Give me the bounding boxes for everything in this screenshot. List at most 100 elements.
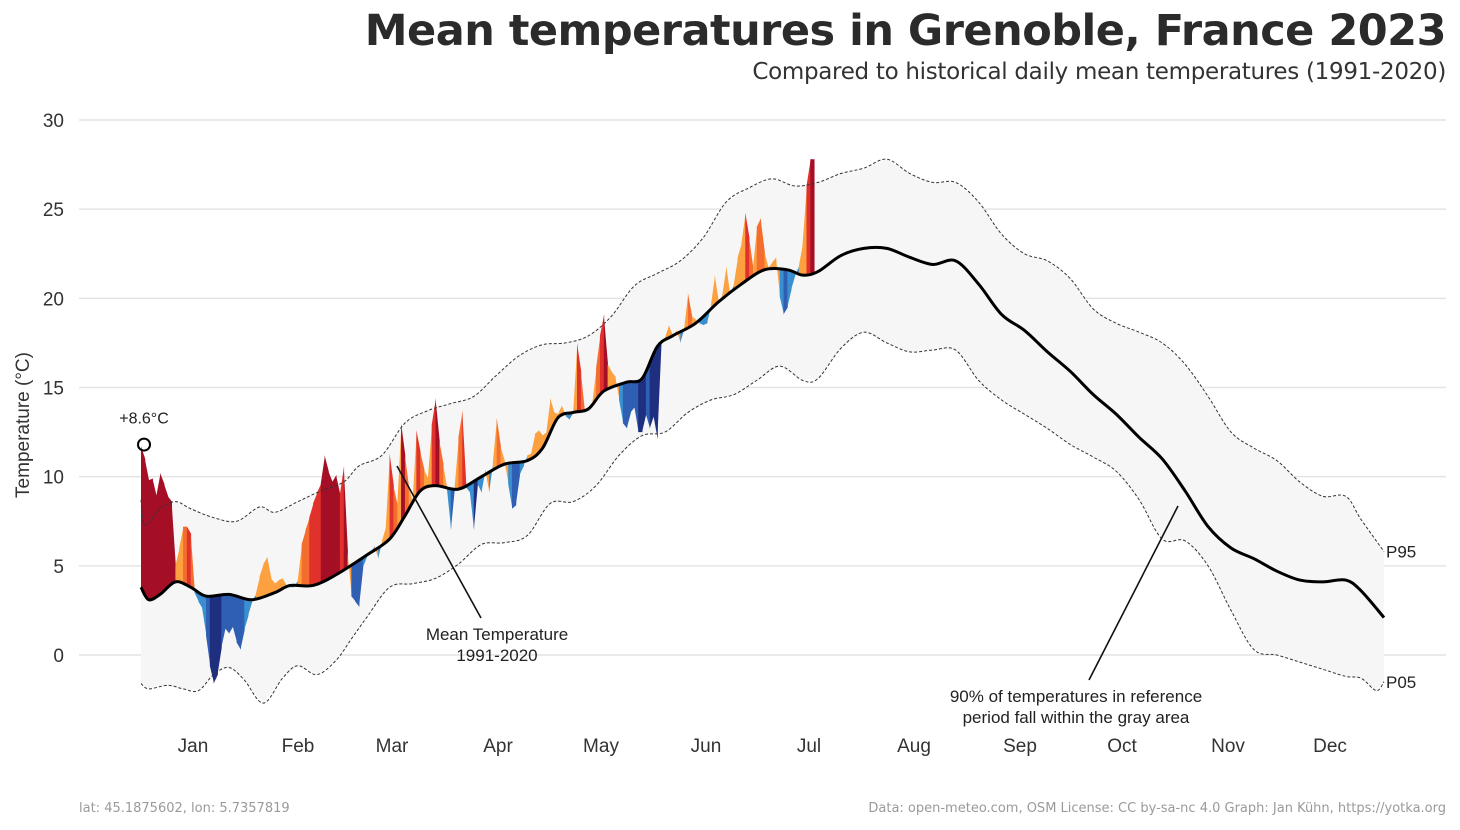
band-annotation-leader	[1088, 505, 1179, 681]
warm-anomaly-bar	[745, 212, 750, 282]
y-tick-labels: 0 5 10 15 20 25 30	[43, 111, 64, 667]
warm-anomaly-bar	[500, 446, 505, 467]
warm-anomaly-bar	[267, 556, 272, 595]
location-footer: lat: 45.1875602, lon: 5.7357819	[79, 801, 290, 816]
warm-anomaly-bar	[580, 371, 586, 413]
warm-anomaly-bar	[297, 544, 303, 586]
warm-anomaly-bar	[458, 410, 463, 490]
warm-anomaly-bar	[733, 257, 739, 291]
warm-anomaly-bar	[255, 576, 260, 599]
cold-anomaly-bar	[707, 305, 712, 324]
warm-anomaly-bar	[726, 266, 731, 296]
cold-anomaly-bar	[473, 478, 478, 531]
warm-anomaly-bar	[412, 430, 417, 504]
cold-anomaly-bar	[787, 269, 792, 308]
x-tick-label-feb: Feb	[282, 736, 315, 757]
cold-anomaly-bar	[206, 595, 211, 666]
warm-anomaly-bar	[401, 423, 406, 522]
cold-anomaly-bar	[217, 594, 222, 675]
warm-anomaly-bar	[531, 433, 536, 458]
warm-anomaly-bar	[534, 430, 540, 455]
warm-anomaly-bar	[397, 423, 402, 528]
warm-anomaly-bar	[183, 526, 188, 586]
warm-anomaly-bar	[144, 458, 150, 600]
warm-anomaly-bar	[160, 473, 165, 595]
max-anomaly-marker	[137, 437, 151, 452]
warm-anomaly-bar	[538, 430, 543, 452]
warm-anomaly-bar	[427, 424, 433, 489]
warm-anomaly-bar	[798, 243, 804, 276]
warm-anomaly-bar	[454, 437, 459, 490]
p05-label: P05	[1386, 673, 1416, 692]
warm-anomaly-bar	[424, 469, 429, 490]
y-tick-label: 0	[53, 646, 64, 667]
warm-anomaly-bar	[439, 441, 444, 487]
x-tick-label-aug: Aug	[897, 736, 931, 757]
credits-footer: Data: open-meteo.com, OSM License: CC by…	[868, 801, 1446, 816]
warm-anomaly-bar	[752, 227, 758, 277]
warm-anomaly-bar	[148, 478, 153, 600]
warm-anomaly-bar	[577, 342, 582, 412]
cold-anomaly-bar	[477, 476, 482, 493]
cold-anomaly-bar	[622, 382, 628, 429]
cold-anomaly-bar	[519, 461, 524, 475]
warm-anomaly-bar	[611, 371, 616, 389]
warm-anomaly-bar	[263, 556, 268, 597]
warm-anomaly-bar	[271, 578, 276, 594]
warm-anomaly-bar	[163, 483, 169, 592]
y-tick-label: 15	[43, 379, 64, 400]
cold-anomaly-bar	[783, 269, 788, 315]
warm-anomaly-bar	[504, 460, 509, 484]
warm-anomaly-bar	[737, 243, 742, 288]
cold-anomaly-bar	[209, 595, 215, 684]
y-tick-label: 25	[43, 200, 64, 221]
warm-anomaly-bar	[615, 376, 620, 400]
cold-anomaly-bar	[791, 271, 796, 290]
warm-anomaly-bar	[760, 218, 765, 273]
cold-anomaly-bar	[511, 462, 517, 509]
warm-anomaly-bar	[772, 257, 777, 270]
reference-band-p05-p95	[141, 159, 1384, 704]
warm-anomaly-bar	[573, 342, 578, 413]
warm-anomaly-bar	[599, 314, 605, 396]
cold-anomaly-bar	[221, 594, 226, 648]
cold-anomaly-bar	[351, 562, 356, 602]
warm-anomaly-bar	[607, 364, 612, 390]
warm-anomaly-bar	[687, 292, 693, 328]
x-tick-label-mar: Mar	[376, 736, 409, 757]
band-annotation-text: period fall within the gray area	[963, 708, 1190, 727]
cold-anomaly-bar	[645, 362, 651, 429]
warm-anomaly-bar	[152, 478, 157, 598]
p05-line	[140, 331, 1385, 704]
max-anomaly-label: +8.6°C	[119, 411, 169, 428]
x-tick-label-nov: Nov	[1211, 736, 1245, 757]
cold-anomaly-bar	[653, 346, 658, 440]
warm-anomaly-bar	[764, 251, 769, 270]
cold-anomaly-bar	[642, 370, 647, 433]
warm-anomaly-bar	[179, 526, 184, 585]
warm-anomaly-bar	[320, 455, 325, 582]
warm-anomaly-bar	[775, 257, 781, 297]
warm-anomaly-bar	[156, 473, 161, 597]
band-annotation-text: 90% of temperatures in reference	[950, 687, 1202, 706]
warm-anomaly-bar	[592, 367, 597, 405]
cold-anomaly-bar	[657, 342, 662, 440]
warm-anomaly-bar	[416, 430, 421, 498]
x-tick-label-sep: Sep	[1003, 736, 1037, 757]
cold-anomaly-bar	[565, 413, 570, 420]
warm-anomaly-bar	[806, 159, 811, 275]
warm-anomaly-bar	[496, 417, 501, 469]
warm-anomaly-bar	[756, 218, 761, 275]
warm-anomaly-bar	[167, 496, 172, 589]
cold-anomaly-bar	[634, 379, 639, 433]
warm-anomaly-bar	[749, 237, 754, 280]
warm-anomaly-bar	[810, 159, 815, 274]
warm-anomaly-bar	[332, 474, 337, 577]
warm-anomaly-bar	[393, 485, 398, 534]
warm-anomaly-bar	[339, 465, 345, 573]
warm-anomaly-bar	[596, 335, 601, 400]
y-axis-label: Temperature (°C)	[13, 352, 34, 498]
cold-anomaly-bar	[450, 487, 456, 531]
chart-title: Mean temperatures in Grenoble, France 20…	[364, 6, 1447, 56]
cold-anomaly-bar	[202, 593, 207, 636]
